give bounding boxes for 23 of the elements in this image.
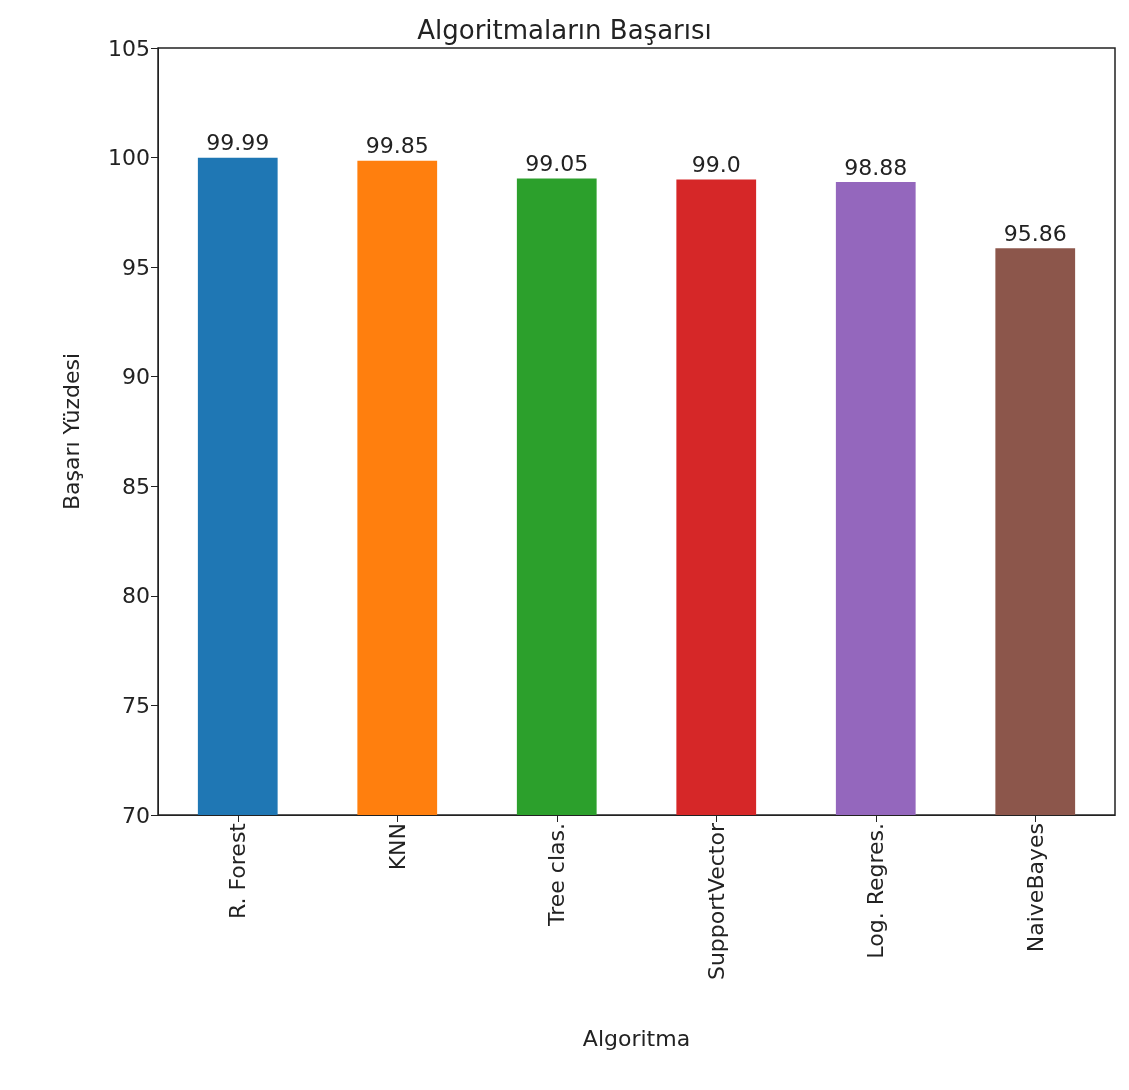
- y-tick-label: 85: [122, 473, 150, 499]
- x-tick-label: NaiveBayes: [1022, 823, 1048, 953]
- x-tick-label: SupportVector: [703, 822, 729, 981]
- data-label: 99.05: [525, 150, 589, 176]
- y-tick-label: 105: [108, 35, 150, 61]
- y-tick-label: 70: [122, 802, 150, 828]
- x-tick-label: Tree clas.: [544, 823, 570, 927]
- data-label: 99.0: [691, 151, 741, 177]
- data-label: 98.88: [844, 154, 908, 180]
- data-label: 99.85: [365, 133, 429, 159]
- y-tick-label: 90: [122, 364, 150, 390]
- x-tick-label: KNN: [384, 823, 410, 871]
- y-tick-label: 80: [122, 583, 150, 609]
- y-axis-title: Başarı Yüzdesi: [58, 352, 84, 511]
- data-label: 99.99: [206, 130, 270, 156]
- chart-title: Algoritmaların Başarısı: [417, 15, 712, 45]
- y-tick-label: 75: [122, 692, 150, 718]
- x-axis-title: Algoritma: [582, 1025, 691, 1051]
- data-label: 95.86: [1003, 220, 1067, 246]
- y-tick-label: 100: [108, 145, 150, 171]
- y-tick-label: 95: [122, 254, 150, 280]
- x-tick-label: R. Forest: [225, 822, 251, 920]
- x-tick-label: Log. Regres.: [863, 823, 889, 959]
